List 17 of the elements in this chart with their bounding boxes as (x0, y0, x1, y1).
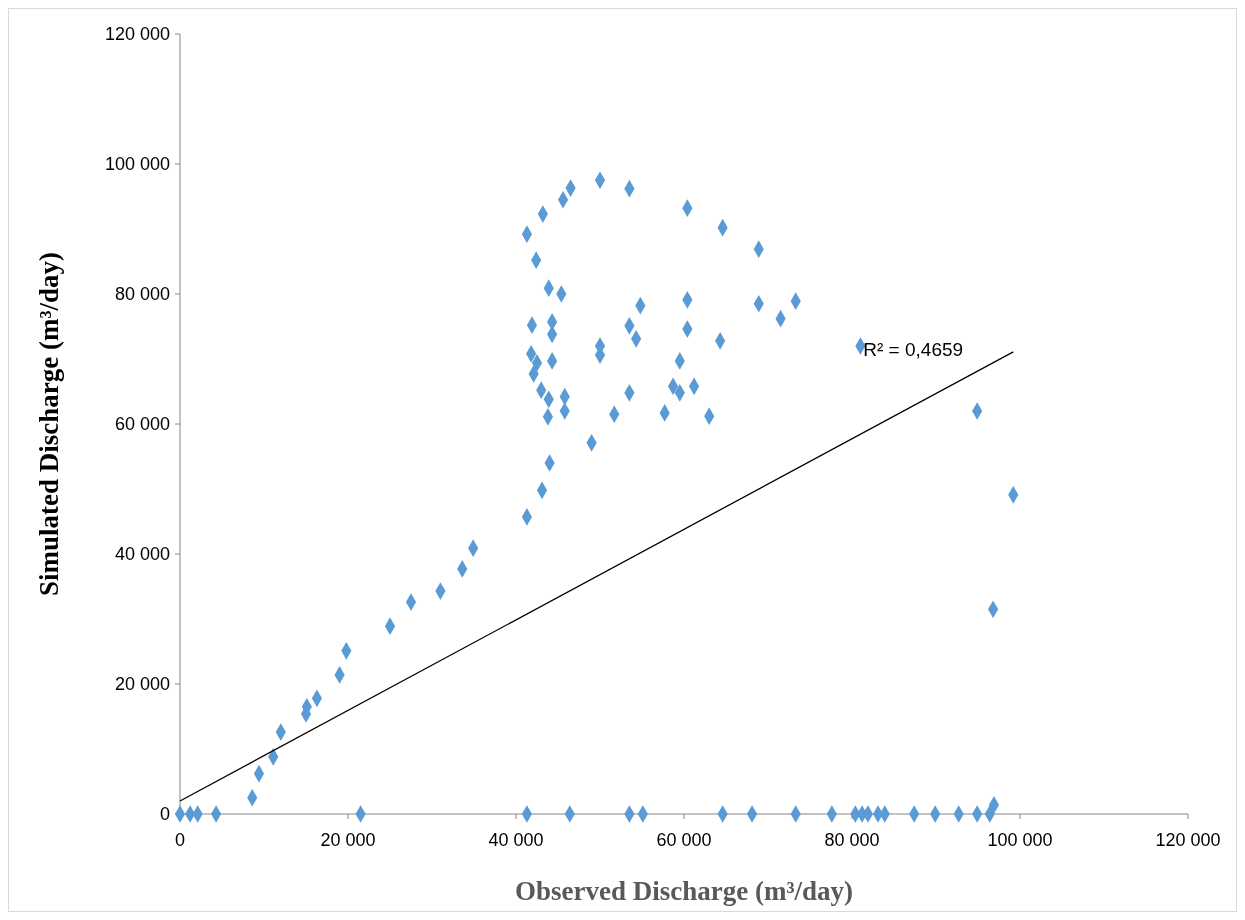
x-axis-title: Observed Discharge (m³/day) (514, 876, 854, 906)
y-axis-title: Simulated Discharge (m³/day) (34, 251, 64, 597)
y-tick-label: 100 000 (104, 154, 170, 175)
y-tick-label: 120 000 (104, 24, 170, 45)
x-tick-label: 120 000 (1155, 830, 1221, 850)
annotation: R² = 0,4659 (863, 338, 964, 360)
y-tick-label: 60 000 (114, 414, 170, 435)
x-tick-label: 80 000 (824, 830, 880, 850)
y-tick-label: 80 000 (114, 284, 170, 305)
y-tick-label: 0 (159, 804, 170, 825)
x-tick-label: 0 (174, 830, 186, 850)
x-tick-label: 40 000 (488, 830, 544, 850)
x-tick-label: 60 000 (656, 830, 712, 850)
y-tick-label: 40 000 (114, 544, 170, 565)
y-tick-label: 20 000 (114, 674, 170, 695)
x-tick-label: 100 000 (987, 830, 1053, 850)
x-tick-label: 20 000 (320, 830, 376, 850)
